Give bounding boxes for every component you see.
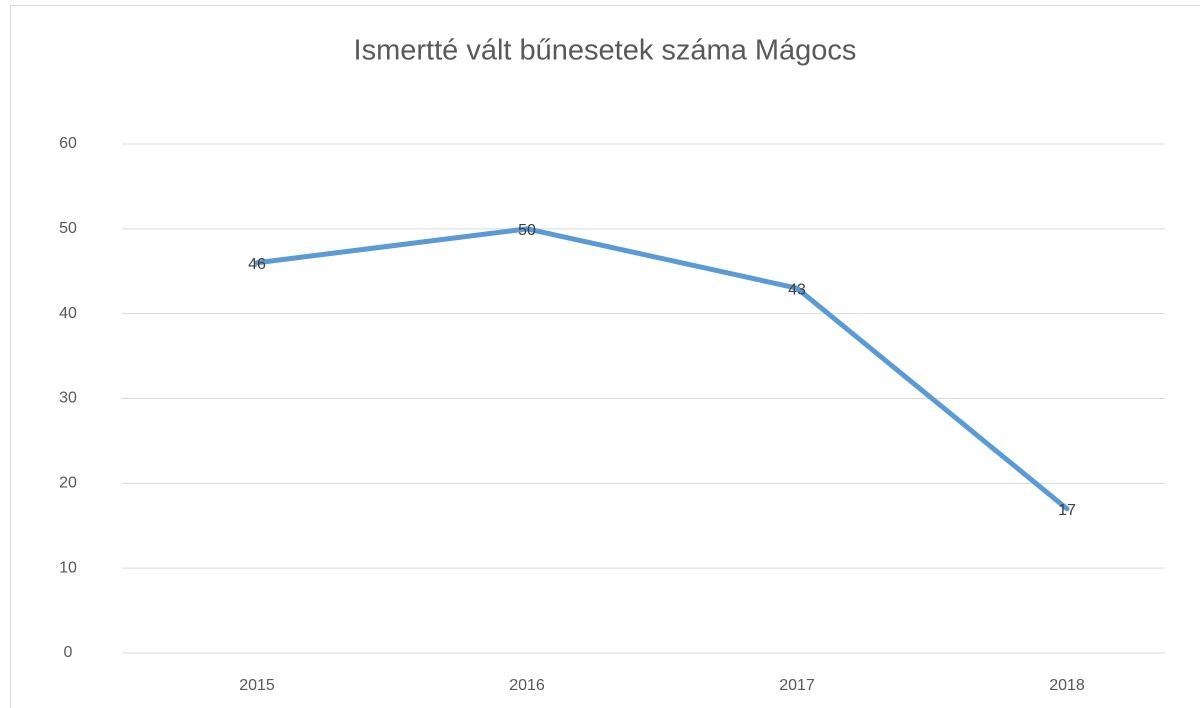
y-tick-label: 10 (59, 559, 77, 576)
y-tick-label: 40 (59, 305, 77, 322)
chart-border (10, 5, 1200, 708)
y-tick-label: 0 (64, 644, 73, 661)
x-tick-label: 2015 (239, 677, 275, 694)
x-tick-label: 2016 (509, 677, 545, 694)
y-tick-label: 20 (59, 475, 77, 492)
data-label: 50 (518, 222, 536, 239)
data-label: 17 (1058, 502, 1076, 519)
x-tick-label: 2018 (1049, 677, 1085, 694)
data-label: 46 (248, 256, 266, 273)
chart-title: Ismertté vált bűnesetek száma Mágocs (354, 35, 857, 67)
y-tick-label: 50 (59, 220, 77, 237)
data-label: 43 (788, 281, 806, 298)
x-tick-label: 2017 (779, 677, 815, 694)
data-line (254, 226, 1070, 512)
y-tick-label: 30 (59, 390, 77, 407)
y-tick-label: 60 (59, 135, 77, 152)
